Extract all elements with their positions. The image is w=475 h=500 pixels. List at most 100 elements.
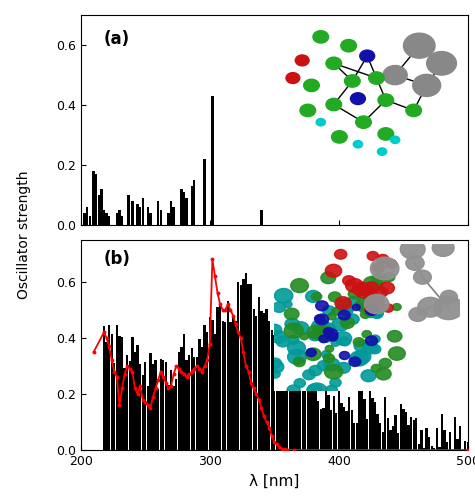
Bar [387, 418, 389, 450]
Bar [284, 373, 286, 450]
Bar [237, 282, 239, 450]
Text: Oscillator strength: Oscillator strength [17, 171, 30, 299]
Bar [126, 356, 128, 450]
Bar [235, 321, 237, 450]
Bar [105, 213, 108, 225]
Bar [428, 436, 430, 450]
Bar [147, 207, 149, 225]
Bar [345, 411, 348, 450]
Bar [229, 322, 232, 450]
Bar [219, 305, 221, 450]
Bar [172, 386, 175, 450]
Bar [250, 284, 252, 450]
Bar [193, 358, 196, 450]
Bar [348, 397, 351, 450]
Text: (a): (a) [104, 30, 130, 48]
Bar [423, 448, 425, 450]
Bar [418, 444, 420, 450]
Bar [459, 426, 461, 450]
Bar [312, 387, 314, 450]
Bar [390, 430, 391, 450]
Bar [412, 420, 415, 450]
Bar [118, 336, 121, 450]
Bar [214, 334, 216, 450]
Bar [302, 369, 304, 450]
Bar [139, 207, 141, 225]
Bar [118, 210, 121, 225]
Bar [98, 195, 100, 225]
Bar [263, 312, 265, 450]
Bar [363, 399, 366, 450]
Bar [281, 358, 283, 450]
Bar [376, 414, 379, 450]
Bar [103, 326, 105, 450]
Bar [420, 430, 423, 450]
Text: (b): (b) [104, 250, 131, 268]
Bar [86, 207, 88, 225]
Bar [227, 300, 229, 450]
Bar [116, 325, 118, 450]
Bar [340, 403, 342, 450]
Bar [172, 207, 175, 225]
Bar [266, 309, 268, 450]
Bar [392, 426, 394, 450]
Bar [247, 284, 250, 450]
Bar [286, 370, 288, 450]
Bar [131, 338, 133, 450]
Bar [162, 360, 164, 450]
Bar [131, 201, 133, 225]
Bar [253, 309, 255, 450]
Bar [211, 96, 214, 225]
Bar [206, 332, 209, 450]
Bar [180, 346, 182, 450]
Bar [446, 442, 448, 450]
Bar [129, 360, 131, 450]
Bar [268, 320, 270, 450]
Bar [154, 360, 157, 450]
Bar [394, 414, 397, 450]
Bar [142, 198, 144, 225]
Bar [276, 352, 278, 450]
Bar [260, 311, 263, 450]
X-axis label: λ [nm]: λ [nm] [249, 474, 300, 488]
Bar [239, 284, 242, 450]
Bar [196, 358, 198, 450]
Bar [273, 336, 276, 450]
Bar [160, 359, 162, 450]
Bar [397, 434, 399, 450]
Bar [100, 189, 103, 225]
Bar [358, 386, 361, 450]
Bar [175, 378, 177, 450]
Bar [203, 159, 206, 225]
Bar [379, 423, 381, 450]
Bar [242, 280, 245, 450]
Bar [351, 410, 353, 450]
Bar [330, 410, 332, 450]
Bar [426, 428, 428, 450]
Bar [217, 308, 218, 450]
Bar [188, 355, 190, 450]
Bar [255, 316, 257, 450]
Bar [89, 216, 91, 225]
Bar [325, 381, 327, 450]
Bar [142, 376, 144, 450]
Bar [271, 330, 273, 450]
Bar [245, 272, 247, 450]
Bar [320, 409, 322, 450]
Bar [170, 201, 172, 225]
Bar [371, 398, 373, 450]
Bar [405, 412, 407, 450]
Bar [160, 210, 162, 225]
Bar [309, 374, 312, 450]
Bar [185, 198, 188, 225]
Bar [221, 320, 224, 450]
Bar [356, 422, 358, 450]
Bar [136, 346, 139, 450]
Bar [296, 382, 299, 450]
Bar [185, 360, 188, 450]
Bar [399, 404, 402, 450]
Bar [190, 186, 193, 225]
Bar [157, 201, 159, 225]
Bar [454, 417, 456, 450]
Bar [369, 388, 371, 450]
